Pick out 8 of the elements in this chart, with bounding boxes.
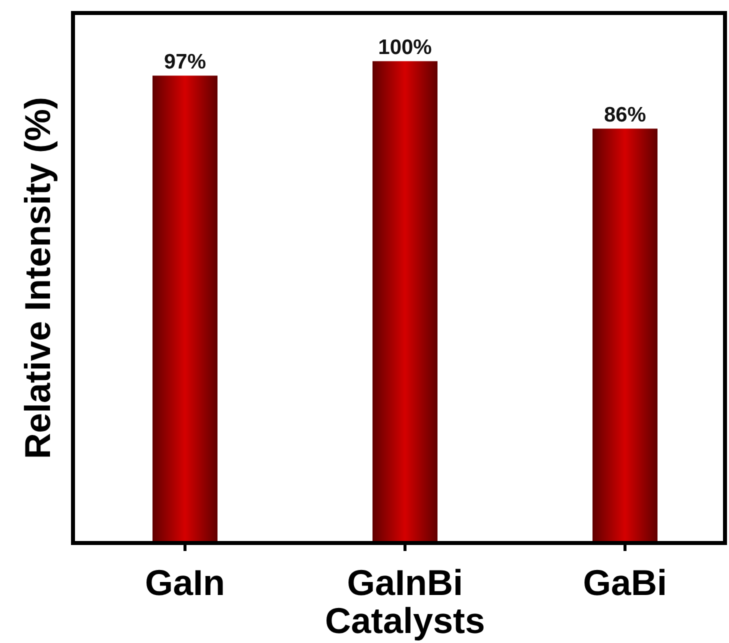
x-tick-label: GaBi bbox=[582, 562, 668, 603]
data-label: 100% bbox=[378, 36, 432, 60]
x-tick-label: GaIn bbox=[144, 562, 226, 603]
data-label: 86% bbox=[604, 104, 646, 127]
x-axis-title: Catalysts bbox=[324, 600, 486, 641]
data-label: 97% bbox=[164, 50, 206, 74]
x-tick-label: GaInBi bbox=[346, 562, 464, 603]
y-axis-title: Relative Intensity (%) bbox=[17, 96, 58, 460]
